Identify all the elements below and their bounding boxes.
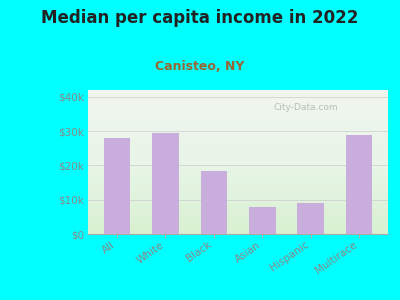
Text: City-Data.com: City-Data.com (274, 103, 339, 112)
Bar (297, 203, 324, 234)
Bar (249, 207, 276, 234)
Bar (152, 133, 179, 234)
Bar (104, 138, 130, 234)
Text: Canisteo, NY: Canisteo, NY (155, 60, 245, 73)
Text: Median per capita income in 2022: Median per capita income in 2022 (41, 9, 359, 27)
Bar (346, 135, 372, 234)
Bar (200, 171, 227, 234)
